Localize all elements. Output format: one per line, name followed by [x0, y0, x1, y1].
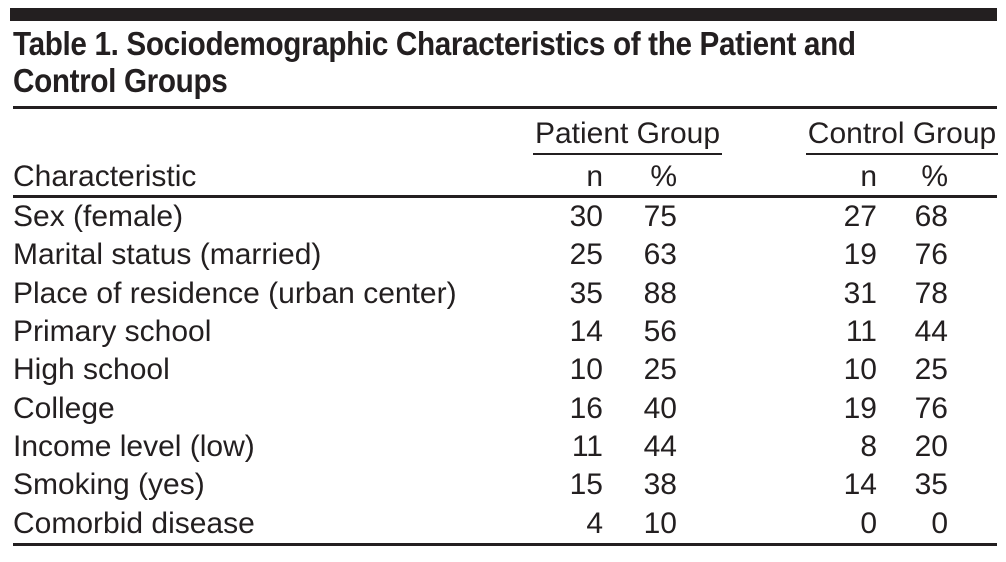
table-row: Income level (low) 11 44 8 20: [13, 428, 997, 466]
control-n-cell: 10: [843, 353, 877, 387]
table-title-line1: Table 1. Sociodemographic Characteristic…: [13, 25, 856, 62]
row-label: Smoking (yes): [13, 468, 205, 502]
control-pct-cell: 76: [914, 238, 948, 272]
patient-n-cell: 10: [569, 353, 603, 387]
table-title-line2: Control Groups: [13, 62, 228, 99]
bottom-rule: [13, 542, 997, 546]
patient-pct-cell: 56: [643, 315, 677, 349]
row-label: Income level (low): [13, 429, 255, 463]
control-pct-cell: 20: [914, 429, 948, 463]
table-row: Smoking (yes) 15 38 14 35: [13, 466, 997, 504]
table-row: Sex (female) 30 75 27 68: [13, 198, 997, 236]
control-pct-cell: 25: [914, 353, 948, 387]
patient-pct-cell: 10: [643, 506, 677, 540]
control-n-cell: 31: [843, 276, 877, 310]
table-body: Sex (female) 30 75 27 68 Marital status …: [13, 198, 997, 546]
table-row: College 16 40 19 76: [13, 389, 997, 427]
control-pct-cell: 0: [931, 506, 948, 540]
row-label: College: [13, 391, 115, 425]
row-label: Place of residence (urban center): [13, 276, 457, 310]
table-row: High school 10 25 10 25: [13, 351, 997, 389]
patient-pct-cell: 88: [643, 276, 677, 310]
row-label: Primary school: [13, 315, 212, 349]
row-label: Marital status (married): [13, 238, 322, 272]
patient-n-cell: 4: [586, 506, 603, 540]
patient-pct-cell: 44: [643, 429, 677, 463]
table-row: Primary school 14 56 11 44: [13, 313, 997, 351]
control-n-cell: 19: [843, 391, 877, 425]
control-pct-cell: 35: [914, 468, 948, 502]
control-pct-header: %: [921, 160, 948, 193]
control-pct-cell: 44: [914, 315, 948, 349]
patient-pct-cell: 38: [643, 468, 677, 502]
control-n-cell: 0: [860, 506, 877, 540]
patient-n-cell: 35: [569, 276, 603, 310]
row-label: Comorbid disease: [13, 506, 255, 540]
patient-pct-cell: 25: [643, 353, 677, 387]
patient-pct-cell: 75: [643, 200, 677, 234]
patient-pct-cell: 63: [643, 238, 677, 272]
patient-group-header: Patient Group: [533, 118, 722, 155]
table-header: Patient Group Control Group Characterist…: [13, 109, 998, 198]
patient-n-cell: 25: [569, 238, 603, 272]
table-row: Comorbid disease 4 10 0 0: [13, 504, 997, 542]
patient-n-cell: 14: [569, 315, 603, 349]
table-top-bar: [10, 8, 997, 21]
table-title: Table 1. Sociodemographic Characteristic…: [13, 25, 907, 99]
patient-pct-header: %: [650, 160, 677, 193]
group-header-row: Patient Group Control Group: [13, 109, 998, 155]
table-row: Place of residence (urban center) 35 88 …: [13, 275, 997, 313]
control-pct-cell: 68: [914, 200, 948, 234]
row-label: Sex (female): [13, 200, 184, 234]
control-n-cell: 14: [843, 468, 877, 502]
patient-n-cell: 30: [569, 200, 603, 234]
column-header-row: Characteristic n % n %: [13, 155, 997, 198]
characteristic-header: Characteristic: [13, 160, 197, 193]
control-n-cell: 8: [860, 429, 877, 463]
control-pct-cell: 78: [914, 276, 948, 310]
control-n-header: n: [860, 160, 877, 193]
patient-n-cell: 15: [569, 468, 603, 502]
patient-n-cell: 11: [571, 429, 603, 463]
control-n-cell: 19: [843, 238, 877, 272]
control-group-header: Control Group: [806, 118, 998, 155]
patient-n-header: n: [586, 160, 603, 193]
patient-pct-cell: 40: [643, 391, 677, 425]
patient-n-cell: 16: [569, 391, 603, 425]
control-pct-cell: 76: [914, 391, 948, 425]
table-row: Marital status (married) 25 63 19 76: [13, 236, 997, 274]
title-rule: [13, 106, 997, 109]
row-label: High school: [13, 353, 170, 387]
control-n-cell: 27: [843, 200, 877, 234]
control-n-cell: 11: [845, 315, 877, 349]
